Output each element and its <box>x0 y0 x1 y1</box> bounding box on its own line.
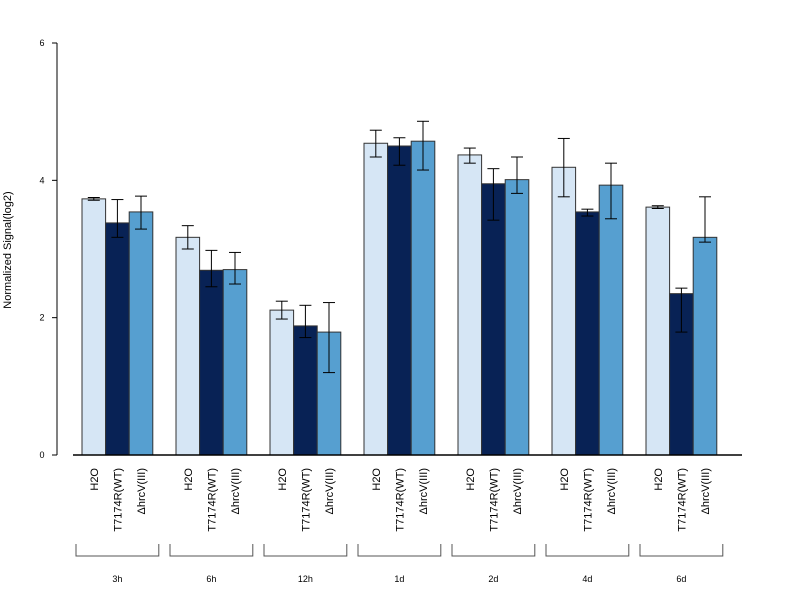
group-label: 1d <box>394 574 404 584</box>
category-label: ΔhrcV(III) <box>324 468 336 514</box>
y-tick-label: 4 <box>39 175 44 185</box>
bar <box>457 154 483 456</box>
category-label: H2O <box>559 468 571 491</box>
category-label: T7174R(WT) <box>112 468 124 532</box>
category-label: ΔhrcV(III) <box>606 468 618 514</box>
category-label: ΔhrcV(III) <box>136 468 148 514</box>
bar <box>293 325 318 456</box>
category-label: H2O <box>277 468 289 491</box>
bar <box>175 236 201 456</box>
category-labels: H2O T7174R(WT) ΔhrcV(III) H2O T7174R(WT) Δhrc… <box>89 468 712 532</box>
error-bars <box>87 120 711 374</box>
bar <box>645 206 671 456</box>
y-axis: 0 2 4 6 <box>39 38 58 460</box>
category-label: H2O <box>89 468 101 491</box>
category-label: T7174R(WT) <box>300 468 312 532</box>
bar <box>199 269 224 456</box>
bar <box>481 183 506 456</box>
bar <box>128 211 154 456</box>
bar <box>387 145 412 456</box>
group-label: 6d <box>676 574 686 584</box>
y-tick-label: 0 <box>39 450 44 460</box>
bar <box>222 269 248 456</box>
group-bracket <box>263 544 348 557</box>
category-label: T7174R(WT) <box>676 468 688 532</box>
category-label: T7174R(WT) <box>394 468 406 532</box>
group-bracket <box>639 544 724 557</box>
category-label: H2O <box>183 468 195 491</box>
y-tick-label: 2 <box>39 313 44 323</box>
bar <box>105 222 130 456</box>
category-label: T7174R(WT) <box>582 468 594 532</box>
bar <box>410 140 436 456</box>
bar <box>551 166 577 456</box>
category-label: ΔhrcV(III) <box>230 468 242 514</box>
category-label: T7174R(WT) <box>206 468 218 532</box>
group-label: 4d <box>582 574 592 584</box>
group-bracket <box>357 544 442 557</box>
group-label: 12h <box>298 574 313 584</box>
group-bracket <box>545 544 630 557</box>
bar <box>504 179 530 456</box>
bar <box>363 142 389 456</box>
group-bracket <box>169 544 254 557</box>
category-label: H2O <box>465 468 477 491</box>
bar <box>575 211 600 456</box>
group-label: 2d <box>488 574 498 584</box>
y-axis-label: Normalized Signal(log2) <box>2 191 14 308</box>
group-label: 3h <box>112 574 122 584</box>
category-label: ΔhrcV(III) <box>700 468 712 514</box>
bars <box>81 140 718 456</box>
y-tick-label: 6 <box>39 38 44 48</box>
group-brackets: 3h 6h 12h 1d 2d 4d 6d <box>75 544 724 584</box>
category-label: H2O <box>371 468 383 491</box>
group-label: 6h <box>206 574 216 584</box>
bar <box>692 236 718 456</box>
bar <box>81 198 107 456</box>
category-label: T7174R(WT) <box>488 468 500 532</box>
category-label: H2O <box>653 468 665 491</box>
bar <box>269 309 295 456</box>
bar <box>598 184 624 456</box>
group-bracket <box>75 544 160 557</box>
category-label: ΔhrcV(III) <box>418 468 430 514</box>
group-bracket <box>451 544 536 557</box>
category-label: ΔhrcV(III) <box>512 468 524 514</box>
